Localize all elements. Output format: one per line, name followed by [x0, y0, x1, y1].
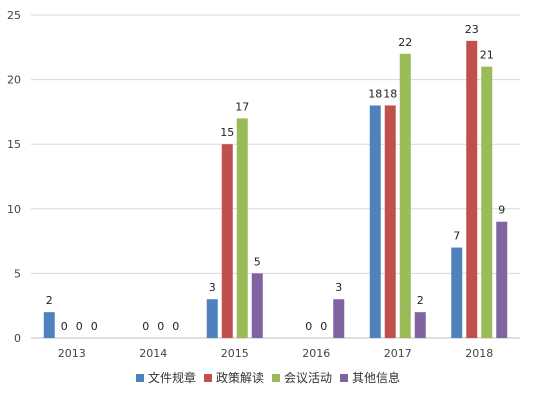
y-tick-label: 20 [7, 74, 21, 87]
data-label: 7 [453, 230, 460, 243]
bar [399, 53, 411, 338]
legend: 文件规章 政策解读 会议活动 其他信息 [136, 370, 400, 385]
data-label: 22 [398, 36, 412, 49]
data-label: 0 [305, 320, 312, 333]
bar [414, 312, 426, 338]
legend-label: 会议活动 [284, 371, 332, 385]
data-label: 9 [498, 204, 505, 217]
bar [496, 221, 508, 338]
y-tick-label: 5 [14, 267, 21, 280]
y-tick-label: 25 [7, 9, 21, 22]
bar [384, 105, 396, 338]
bar [466, 40, 478, 339]
data-label: 17 [235, 100, 249, 113]
data-label: 18 [368, 87, 382, 100]
bar [206, 299, 218, 338]
y-tick-label: 15 [7, 138, 21, 151]
x-tick-label: 2013 [58, 347, 86, 360]
data-label: 0 [320, 320, 327, 333]
data-label: 5 [254, 255, 261, 268]
bar [333, 299, 345, 338]
bar [236, 118, 248, 338]
x-axis: 2013 2014 2015 2016 2017 2018 [58, 347, 494, 360]
data-label: 0 [157, 320, 164, 333]
legend-label: 其他信息 [352, 370, 400, 385]
x-tick-label: 2018 [465, 347, 493, 360]
data-label: 15 [220, 126, 234, 139]
bar [251, 273, 263, 338]
data-label: 3 [335, 281, 342, 294]
bar [221, 144, 233, 338]
legend-label: 政策解读 [216, 371, 264, 385]
data-label: 0 [172, 320, 179, 333]
data-label: 0 [142, 320, 149, 333]
bar [43, 312, 55, 338]
legend-swatch [204, 374, 212, 382]
legend-label: 文件规章 [148, 370, 196, 385]
data-label: 0 [61, 320, 68, 333]
bar [369, 105, 381, 338]
legend-swatch [136, 374, 144, 382]
data-label: 23 [465, 23, 479, 36]
y-axis: 0 5 10 15 20 25 [7, 9, 21, 345]
bar [451, 247, 463, 338]
data-label: 0 [91, 320, 98, 333]
data-label: 2 [417, 294, 424, 307]
legend-swatch [272, 374, 280, 382]
bar [481, 66, 493, 339]
y-tick-label: 0 [14, 332, 21, 345]
data-label: 2 [46, 294, 53, 307]
x-tick-label: 2015 [221, 347, 249, 360]
x-tick-label: 2016 [302, 347, 330, 360]
y-tick-label: 10 [7, 203, 21, 216]
x-tick-label: 2014 [139, 347, 167, 360]
legend-swatch [340, 374, 348, 382]
data-label: 21 [480, 49, 494, 62]
data-label: 3 [209, 281, 216, 294]
gridlines [31, 14, 520, 339]
x-tick-label: 2017 [384, 347, 412, 360]
data-label: 0 [76, 320, 83, 333]
bars [43, 40, 508, 339]
data-label: 18 [383, 87, 397, 100]
